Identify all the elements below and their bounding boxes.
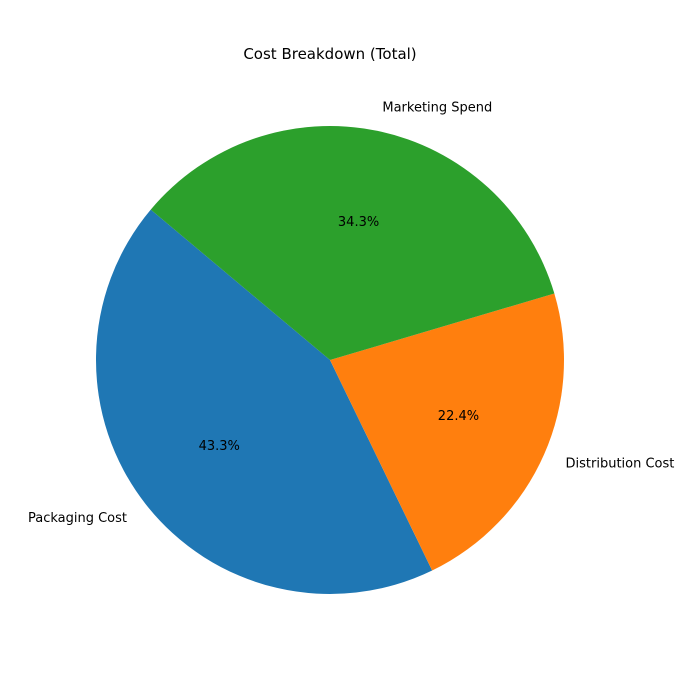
pie-slice-packaging-cost <box>96 209 433 594</box>
slice-percent-packaging-cost: 43.3% <box>199 439 240 454</box>
slice-percent-distribution-cost: 22.4% <box>438 409 479 424</box>
pie-slices <box>96 126 564 594</box>
slice-percent-marketing-spend: 34.3% <box>338 215 379 230</box>
pie-slice-marketing-spend <box>150 126 555 360</box>
chart-title: Cost Breakdown (Total) <box>243 45 416 63</box>
slice-label-packaging-cost: Packaging Cost <box>28 511 127 526</box>
pie-slice-distribution-cost <box>330 293 564 571</box>
slice-label-distribution-cost: Distribution Cost <box>566 456 675 471</box>
pie-labels: Packaging Cost 43.3% Distribution Cost 22.4… <box>28 100 674 525</box>
slice-label-marketing-spend: Marketing Spend <box>382 100 492 115</box>
